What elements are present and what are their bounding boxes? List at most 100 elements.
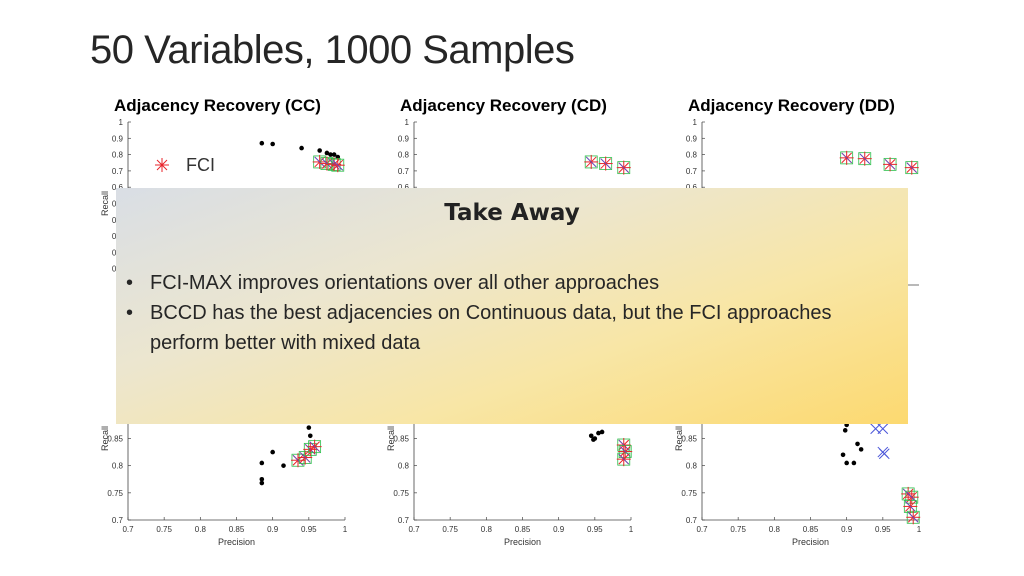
x-tick-label: 0.95 <box>875 525 891 534</box>
x-axis-label: Precision <box>218 537 255 547</box>
take-away-bullet: BCCD has the best adjacencies on Continu… <box>126 298 886 358</box>
y-tick-label: 0.75 <box>107 489 123 498</box>
take-away-title: Take Away <box>444 200 580 226</box>
bccd-point <box>281 463 286 468</box>
max-stroke <box>321 158 333 169</box>
bccd-point <box>270 141 275 147</box>
max-stroke <box>877 423 889 435</box>
fci-point <box>616 160 631 175</box>
x-tick-label: 1 <box>343 525 348 534</box>
y-tick-label: 0.85 <box>681 435 697 444</box>
bccd-point <box>588 433 594 439</box>
fci-point <box>584 154 599 169</box>
bccd-point <box>317 148 322 153</box>
max-point <box>877 423 889 435</box>
x-tick-label: 0.8 <box>769 525 781 534</box>
y-tick-label: 0.8 <box>112 151 124 160</box>
fci-point <box>857 151 872 166</box>
max-stroke <box>618 453 630 465</box>
y-tick-label: 0.7 <box>112 167 124 176</box>
y-tick-label: 0.85 <box>393 435 409 444</box>
fci-point <box>906 510 921 525</box>
y-tick-label: 0.8 <box>398 462 410 471</box>
x-tick-label: 0.75 <box>730 525 746 534</box>
max-stroke <box>841 152 852 164</box>
bccd-point <box>331 152 337 157</box>
x-tick-label: 0.85 <box>803 525 819 534</box>
x-tick-label: 0.7 <box>122 525 134 534</box>
y-tick-label: 0.8 <box>398 151 410 160</box>
fci-point <box>307 439 322 454</box>
bccd-point <box>855 441 860 447</box>
bccd-point <box>324 150 330 156</box>
x-tick-label: 1 <box>917 525 922 534</box>
plot-orient-cc: 0.7 0.75 0.8 0.85 0.7 0.75 0.8 0.85 0.9 0.95 1 Reca… <box>100 345 390 547</box>
legend-fci-icon <box>155 158 169 172</box>
max-stroke <box>907 512 919 523</box>
fci-point <box>904 160 919 175</box>
max-stroke <box>878 448 890 460</box>
bccd-point <box>328 152 333 157</box>
bccd-point <box>259 476 265 482</box>
x-tick-label: 1 <box>629 525 634 534</box>
y-axis-label: Recall <box>100 191 110 216</box>
y-tick-label: 1 <box>405 118 410 127</box>
y-tick-label: 0.7 <box>398 516 410 525</box>
take-away-list: FCI-MAX improves orientations over all o… <box>126 268 886 358</box>
max-stroke <box>600 158 611 169</box>
y-axis-label: Recall <box>100 426 110 451</box>
x-tick-label: 0.95 <box>587 525 603 534</box>
plot-title: Adjacency Recovery (CD) <box>400 96 607 115</box>
fci-point <box>303 442 318 457</box>
plot-svg: 0.7 0.75 0.8 0.85 0.7 0.75 0.8 0.85 0.9 0.95 1 Reca… <box>100 357 348 547</box>
plot-svg: 0.7 0.75 0.8 0.85 0.7 0.75 0.8 0.85 0.9 0.95 1 Reca… <box>674 357 922 547</box>
fci-stroke <box>156 159 168 171</box>
max-stroke <box>314 156 325 168</box>
y-axis-label: Recall <box>674 426 684 451</box>
y-tick-label: 1 <box>693 118 698 127</box>
max-point <box>878 448 890 460</box>
x-tick-label: 0.9 <box>841 525 853 534</box>
x-tick-label: 0.8 <box>481 525 493 534</box>
bccd-point <box>591 437 596 442</box>
max-stroke <box>585 156 597 168</box>
bccd-point <box>596 430 601 436</box>
y-tick-label: 0.7 <box>112 516 124 525</box>
y-tick-label: 0.7 <box>398 167 410 176</box>
y-tick-label: 0.6 <box>398 183 410 192</box>
bccd-point <box>306 425 312 430</box>
fci-point <box>312 154 327 169</box>
slide-title: 50 Variables, 1000 Samples <box>90 28 575 72</box>
plot-orient-cd: 0.7 0.75 0.8 0.85 0.7 0.75 0.8 0.85 0.9 0.95 1 Reca… <box>386 345 676 547</box>
legend-fci-label: FCI <box>186 155 215 175</box>
y-tick-label: 0.6 <box>112 183 124 192</box>
plot-title: Adjacency Recovery (CC) <box>114 96 321 115</box>
y-tick-label: 0.7 <box>686 167 698 176</box>
plot-orient-dd: 0.7 0.75 0.8 0.85 0.7 0.75 0.8 0.85 0.9 0.95 1 Reca… <box>674 345 964 547</box>
max-stroke <box>905 501 916 512</box>
x-tick-label: 0.7 <box>696 525 708 534</box>
fci-point <box>616 452 631 467</box>
bccd-point <box>842 428 848 433</box>
y-tick-label: 1 <box>119 118 124 127</box>
y-tick-label: 0.8 <box>686 462 698 471</box>
max-stroke <box>884 159 896 170</box>
bccd-point <box>270 449 275 455</box>
bccd-point <box>858 447 864 452</box>
bccd-point <box>851 460 857 466</box>
fci-point <box>298 450 313 465</box>
plot-title: Adjacency Recovery (DD) <box>688 96 895 115</box>
x-tick-label: 0.7 <box>408 525 420 534</box>
x-tick-label: 0.75 <box>156 525 172 534</box>
bccd-point <box>299 145 304 151</box>
x-tick-label: 0.75 <box>442 525 458 534</box>
x-tick-label: 0.9 <box>553 525 565 534</box>
y-tick-label: 0.8 <box>686 151 698 160</box>
x-axis-label: Precision <box>792 537 829 547</box>
x-tick-label: 0.95 <box>301 525 317 534</box>
y-tick-label: 0.9 <box>686 134 698 143</box>
x-tick-label: 0.8 <box>195 525 207 534</box>
max-stroke <box>299 452 311 463</box>
x-tick-label: 0.85 <box>515 525 531 534</box>
bccd-point <box>840 452 846 458</box>
